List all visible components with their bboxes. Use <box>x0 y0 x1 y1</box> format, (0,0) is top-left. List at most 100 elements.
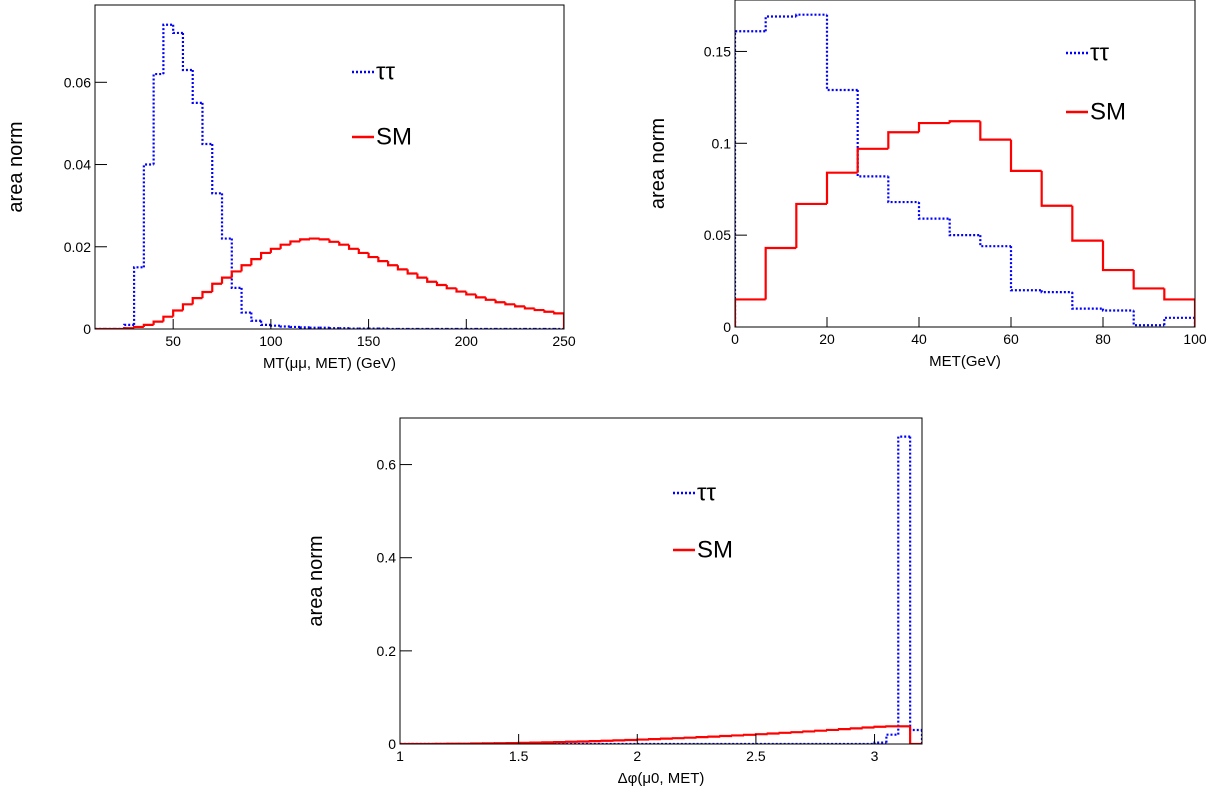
histogram-step <box>1040 290 1073 294</box>
x-tick-label: 100 <box>259 333 283 349</box>
histogram-step <box>979 235 1011 248</box>
histogram-step <box>1009 246 1042 292</box>
histogram-step <box>1163 316 1195 326</box>
histogram-step <box>387 261 398 267</box>
y-tick-label: 0 <box>388 736 396 752</box>
y-tick-label: 0.05 <box>704 227 731 243</box>
histogram-step <box>416 273 428 279</box>
histogram-step <box>474 294 486 299</box>
histogram-step <box>897 435 911 735</box>
x-axis-label: MT(μμ, MET) (GeV) <box>263 355 396 372</box>
histogram-step <box>802 730 816 733</box>
histogram-step <box>683 736 697 739</box>
x-tick-label: 1.5 <box>509 748 529 764</box>
histogram-step <box>887 176 919 204</box>
histogram-step <box>731 734 745 737</box>
histogram-step <box>543 310 555 313</box>
histogram-step <box>917 121 950 133</box>
legend-label: SM <box>376 123 412 150</box>
histogram-step <box>504 302 516 306</box>
histogram-step <box>142 163 154 268</box>
histogram-step <box>885 733 899 743</box>
histogram-step <box>377 257 389 263</box>
histogram-step <box>695 736 709 739</box>
histogram-step <box>250 258 262 266</box>
histogram-step <box>1101 240 1134 272</box>
histogram-step <box>979 121 1011 141</box>
histogram-step <box>289 240 301 245</box>
y-tick-label: 0.06 <box>64 74 91 90</box>
y-tick-label: 0 <box>723 319 731 335</box>
histogram-step <box>795 202 827 249</box>
histogram-step <box>494 299 506 304</box>
x-tick-label: 40 <box>911 331 927 347</box>
histogram-step <box>191 297 203 305</box>
histogram-step <box>318 238 330 241</box>
x-tick-label: 0 <box>731 331 739 347</box>
histogram-step <box>742 733 756 736</box>
histogram-step <box>269 324 281 327</box>
histogram-step <box>279 243 291 249</box>
histogram-step <box>152 72 164 165</box>
histogram-step <box>132 325 144 329</box>
x-tick-label: 3 <box>871 748 879 764</box>
histogram-step <box>201 290 213 299</box>
y-tick-label: 0.15 <box>704 43 731 59</box>
legend-label: SM <box>697 536 733 563</box>
histogram-step <box>426 277 437 283</box>
histogram-step <box>367 252 379 259</box>
histogram-step <box>948 218 981 237</box>
histogram-step <box>220 276 232 284</box>
legend-label: SM <box>1090 98 1126 125</box>
histogram-step <box>308 237 320 240</box>
histogram-step <box>299 238 310 242</box>
histogram-step <box>735 298 766 327</box>
y-tick-label: 0.02 <box>64 239 91 255</box>
x-tick-label: 60 <box>1003 331 1019 347</box>
y-tick-label: 0.1 <box>712 135 732 151</box>
x-tick-label: 150 <box>357 333 381 349</box>
histogram-step <box>250 312 262 322</box>
histogram-step <box>948 120 981 124</box>
y-tick-label: 0 <box>83 321 91 337</box>
histogram-step <box>553 311 564 315</box>
histogram-step <box>172 24 183 35</box>
histogram-step <box>455 288 467 293</box>
histogram-step <box>406 269 418 275</box>
histogram-step <box>856 90 889 178</box>
x-tick-label: 80 <box>1095 331 1111 347</box>
y-tick-label: 0.4 <box>377 550 397 566</box>
histogram-step <box>917 202 950 220</box>
histogram-step <box>1071 205 1103 242</box>
x-tick-label: 2.5 <box>746 748 766 764</box>
histogram-step <box>764 15 797 32</box>
histogram-step <box>1009 139 1042 172</box>
plot-area <box>400 435 922 744</box>
histogram-step <box>523 306 535 310</box>
histogram-step <box>357 248 369 255</box>
histogram-step <box>172 309 183 317</box>
histogram-step <box>162 315 174 322</box>
histogram-step <box>162 23 174 75</box>
histogram-step <box>328 239 340 243</box>
histogram-step <box>825 14 858 92</box>
histogram-step <box>719 734 733 738</box>
histogram-step <box>191 69 203 104</box>
histogram-step <box>825 171 858 204</box>
x-tick-label: 200 <box>455 333 479 349</box>
histogram-step <box>132 266 144 325</box>
histogram-step <box>347 244 359 250</box>
histogram-step <box>269 247 281 253</box>
histogram-step <box>814 729 828 732</box>
histogram-step <box>435 281 447 287</box>
legend-label: ττ <box>1090 39 1109 66</box>
histogram-step <box>778 731 792 734</box>
histogram-step <box>861 726 875 729</box>
histogram-step <box>754 733 768 736</box>
histogram-step <box>230 238 242 289</box>
histogram-step <box>181 303 193 311</box>
histogram-step <box>211 282 223 292</box>
x-axis-label: Δφ(μ0, MET) <box>618 770 705 787</box>
histogram-step <box>873 725 887 728</box>
